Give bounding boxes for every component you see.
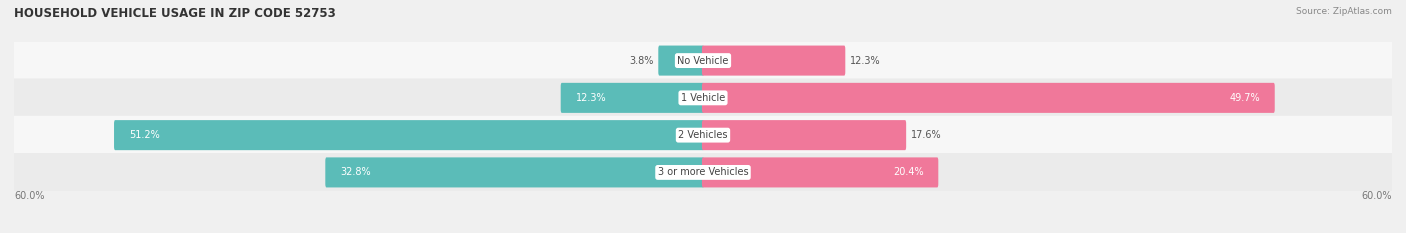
Text: 60.0%: 60.0%	[1361, 191, 1392, 201]
FancyBboxPatch shape	[14, 41, 1392, 80]
FancyBboxPatch shape	[702, 158, 938, 187]
Text: No Vehicle: No Vehicle	[678, 56, 728, 65]
Text: 1 Vehicle: 1 Vehicle	[681, 93, 725, 103]
FancyBboxPatch shape	[561, 83, 704, 113]
FancyBboxPatch shape	[702, 46, 845, 75]
Text: 12.3%: 12.3%	[575, 93, 606, 103]
FancyBboxPatch shape	[14, 79, 1392, 117]
FancyBboxPatch shape	[658, 46, 704, 75]
FancyBboxPatch shape	[702, 83, 1275, 113]
FancyBboxPatch shape	[14, 116, 1392, 154]
Text: 12.3%: 12.3%	[851, 56, 880, 65]
Text: 3 or more Vehicles: 3 or more Vehicles	[658, 168, 748, 177]
FancyBboxPatch shape	[14, 153, 1392, 192]
Text: 17.6%: 17.6%	[911, 130, 942, 140]
Text: 51.2%: 51.2%	[129, 130, 160, 140]
Text: 3.8%: 3.8%	[630, 56, 654, 65]
Text: HOUSEHOLD VEHICLE USAGE IN ZIP CODE 52753: HOUSEHOLD VEHICLE USAGE IN ZIP CODE 5275…	[14, 7, 336, 20]
Text: 32.8%: 32.8%	[340, 168, 371, 177]
FancyBboxPatch shape	[702, 120, 905, 150]
Text: 2 Vehicles: 2 Vehicles	[678, 130, 728, 140]
Text: Source: ZipAtlas.com: Source: ZipAtlas.com	[1296, 7, 1392, 16]
FancyBboxPatch shape	[325, 158, 704, 187]
FancyBboxPatch shape	[114, 120, 704, 150]
Text: 60.0%: 60.0%	[14, 191, 45, 201]
Text: 20.4%: 20.4%	[893, 168, 924, 177]
Text: 49.7%: 49.7%	[1229, 93, 1260, 103]
